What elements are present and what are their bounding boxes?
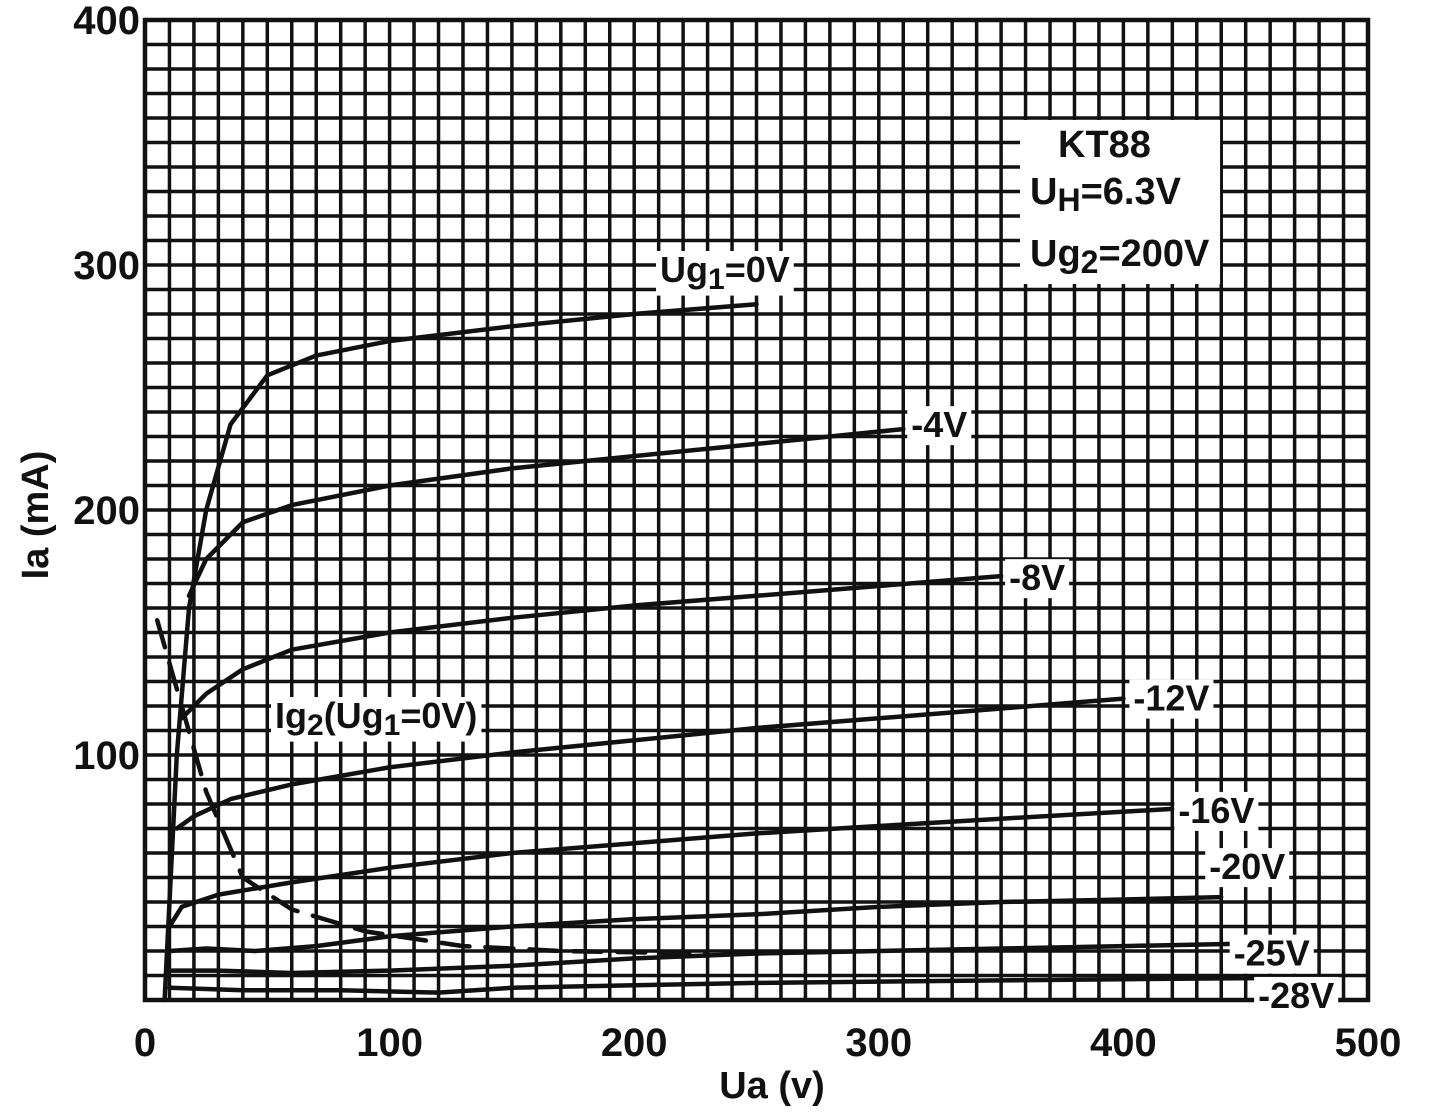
y-tick-label: 200 xyxy=(73,489,140,533)
x-axis-label: Ua (v) xyxy=(719,1065,825,1107)
series-label-bg xyxy=(1005,559,1070,599)
x-tick-label: 200 xyxy=(601,1021,668,1065)
y-tick-label: 100 xyxy=(73,734,140,778)
x-tick-label: 100 xyxy=(356,1021,423,1065)
series-label-bg xyxy=(1229,934,1314,974)
x-tick-label: 0 xyxy=(134,1021,156,1065)
series-line xyxy=(167,806,1175,929)
series-label: -20V xyxy=(1209,846,1285,887)
series-label: Ug1=0V xyxy=(660,249,790,296)
y-tick-label: 300 xyxy=(73,244,140,288)
x-tick-label: 400 xyxy=(1090,1021,1157,1065)
tick-labels: 0 100 200 300 400 500 100 200 300 400 xyxy=(73,0,1401,1065)
annotation-line: KT88 xyxy=(1058,124,1151,166)
y-axis-label: Ia (mA) xyxy=(15,451,57,580)
series-label-bg xyxy=(1205,848,1290,888)
plot-frame xyxy=(142,17,1371,1003)
annotation-bg xyxy=(1020,120,1221,285)
series-label-bg xyxy=(1254,976,1339,1016)
series-line xyxy=(174,696,1126,831)
series-line xyxy=(167,894,1224,954)
series-line xyxy=(162,301,759,1003)
series-line xyxy=(167,975,1273,995)
series-label: -4V xyxy=(911,404,967,445)
annotation-box: KT88 UH=6.3V Ug2=200V xyxy=(1020,120,1221,285)
series-label-bg xyxy=(907,406,972,446)
y-tick-label: 400 xyxy=(73,0,140,43)
series-layer xyxy=(154,301,1273,1003)
series-label-bg xyxy=(271,697,482,742)
series-label: -8V xyxy=(1009,557,1065,598)
x-tick-label: 300 xyxy=(845,1021,912,1065)
annotation-line: Ug2=200V xyxy=(1030,233,1210,280)
series-line xyxy=(186,426,906,599)
series-label-bg xyxy=(1129,679,1214,719)
series-label: -25V xyxy=(1234,933,1310,974)
series-line xyxy=(154,618,710,956)
series-line xyxy=(167,941,1248,976)
grid xyxy=(142,17,1371,1003)
series-label: -28V xyxy=(1258,975,1334,1016)
x-tick-label: 500 xyxy=(1335,1021,1402,1065)
series-label-bg xyxy=(1174,791,1259,831)
annotation-line: UH=6.3V xyxy=(1030,171,1182,218)
series-line xyxy=(179,573,1004,721)
series-label: -12V xyxy=(1133,678,1209,719)
series-label: -16V xyxy=(1178,790,1254,831)
curve-labels: Ug1=0V -4V -8V -12V -16V -20V -25V-28V Ig2(Ug1=… xyxy=(271,249,1339,1016)
series-label-bg xyxy=(656,251,794,296)
series-label: Ig2(Ug1=0V) xyxy=(275,695,477,742)
